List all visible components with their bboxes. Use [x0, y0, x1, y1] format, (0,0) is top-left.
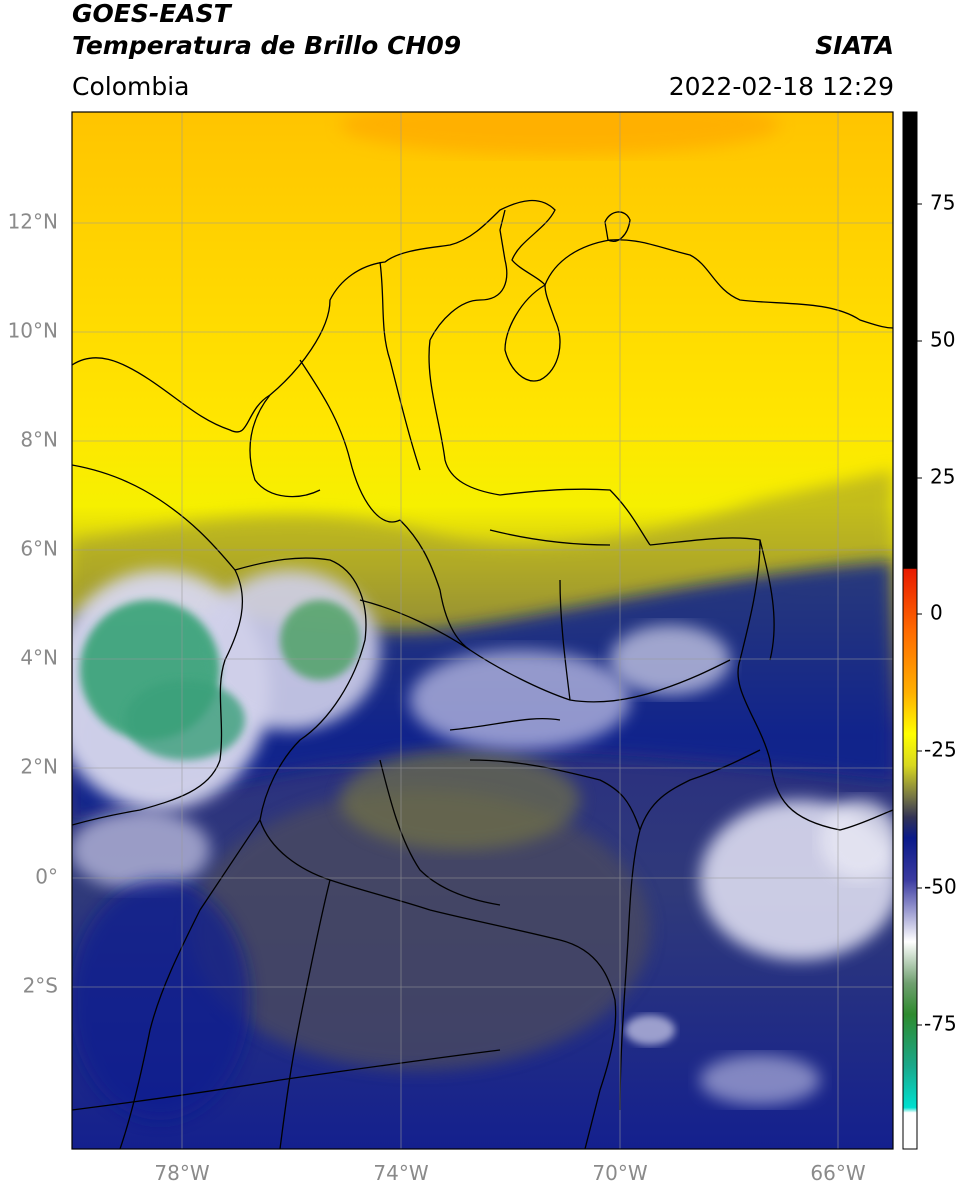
- lat-label: 8°N: [20, 428, 58, 452]
- lat-label: 6°N: [20, 537, 58, 561]
- colorbar-tick-label: 25: [930, 465, 955, 489]
- graticule: [72, 112, 893, 1149]
- lat-label: 12°N: [8, 210, 58, 234]
- region-label: Colombia: [72, 72, 190, 101]
- satellite-title: GOES-EAST: [72, 0, 231, 28]
- lat-label: 4°N: [20, 646, 58, 670]
- lat-label: 2°N: [20, 755, 58, 779]
- lat-label: 0°: [35, 865, 58, 889]
- colorbar-tick-label: 50: [930, 328, 955, 352]
- borders-and-coastlines: [72, 199, 893, 1149]
- lon-label: 70°W: [592, 1161, 647, 1185]
- brightness-temperature-field: [72, 112, 893, 1149]
- colorbar-tick-label: -25: [924, 738, 957, 762]
- colorbar-ticks: [917, 203, 922, 1026]
- lat-label: 10°N: [8, 319, 58, 343]
- colorbar-tick-label: -75: [924, 1012, 957, 1036]
- map-frame: [71, 111, 894, 1150]
- colorbar-tick-label: -50: [924, 875, 957, 899]
- colorbar-tick-label: 75: [930, 191, 955, 215]
- lon-label: 66°W: [810, 1161, 865, 1185]
- datetime-label: 2022-02-18 12:29: [668, 72, 894, 101]
- agency-label: SIATA: [815, 31, 894, 60]
- lat-label: 2°S: [23, 974, 58, 998]
- lon-label: 74°W: [373, 1161, 428, 1185]
- colorbar: [902, 111, 918, 1150]
- product-title: Temperatura de Brillo CH09: [72, 31, 462, 60]
- lon-label: 78°W: [154, 1161, 209, 1185]
- colorbar-tick-label: 0: [930, 601, 943, 625]
